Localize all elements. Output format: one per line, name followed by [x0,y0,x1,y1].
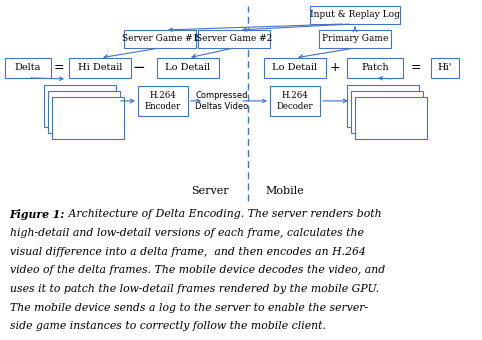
Text: uses it to patch the low-detail frames rendered by the mobile GPU.: uses it to patch the low-detail frames r… [10,284,379,294]
Bar [310,6,400,24]
Text: =: = [411,62,421,74]
Bar [347,85,419,127]
Text: Lo Detail: Lo Detail [272,64,318,72]
Text: visual difference into a delta frame,  and then encodes an H.264: visual difference into a delta frame, an… [10,247,365,257]
Text: H.264
Encoder: H.264 Encoder [145,91,181,110]
Bar [138,86,188,116]
Text: Hi': Hi' [438,64,452,72]
Text: Server Game #1: Server Game #1 [122,34,198,44]
Bar [264,58,326,78]
Text: Input & Replay Log: Input & Replay Log [310,11,400,19]
Bar [5,58,51,78]
Text: Primary Game: Primary Game [322,34,388,44]
Text: −: − [133,61,146,75]
Text: side game instances to correctly follow the mobile client.: side game instances to correctly follow … [10,321,326,331]
Bar [48,91,120,133]
Bar [198,30,270,48]
Bar [319,30,391,48]
Bar [69,58,131,78]
Text: Mobile: Mobile [266,186,304,196]
Text: +: + [330,62,340,74]
Text: Lo Detail: Lo Detail [165,64,211,72]
Bar [351,91,423,133]
Text: The mobile device sends a log to the server to enable the server-: The mobile device sends a log to the ser… [10,303,368,312]
Text: Figure 1:: Figure 1: [10,209,65,220]
Text: video of the delta frames. The mobile device decodes the video, and: video of the delta frames. The mobile de… [10,265,385,275]
Text: Architecture of Delta Encoding. The server renders both: Architecture of Delta Encoding. The serv… [65,209,382,219]
Bar [44,85,116,127]
Bar [355,97,427,139]
Text: Hi Detail: Hi Detail [78,64,122,72]
Text: Compressed
Deltas Video: Compressed Deltas Video [195,91,249,110]
Bar [270,86,320,116]
Bar [157,58,219,78]
Text: Patch: Patch [361,64,389,72]
Bar [124,30,196,48]
Bar [431,58,459,78]
Text: Server: Server [191,186,229,196]
Text: Delta: Delta [15,64,41,72]
Text: =: = [54,62,64,74]
Text: high-detail and low-detail versions of each frame, calculates the: high-detail and low-detail versions of e… [10,228,363,238]
Text: Server Game #2: Server Game #2 [196,34,272,44]
Bar [347,58,403,78]
Bar [52,97,124,139]
Text: H.264
Decoder: H.264 Decoder [277,91,313,110]
